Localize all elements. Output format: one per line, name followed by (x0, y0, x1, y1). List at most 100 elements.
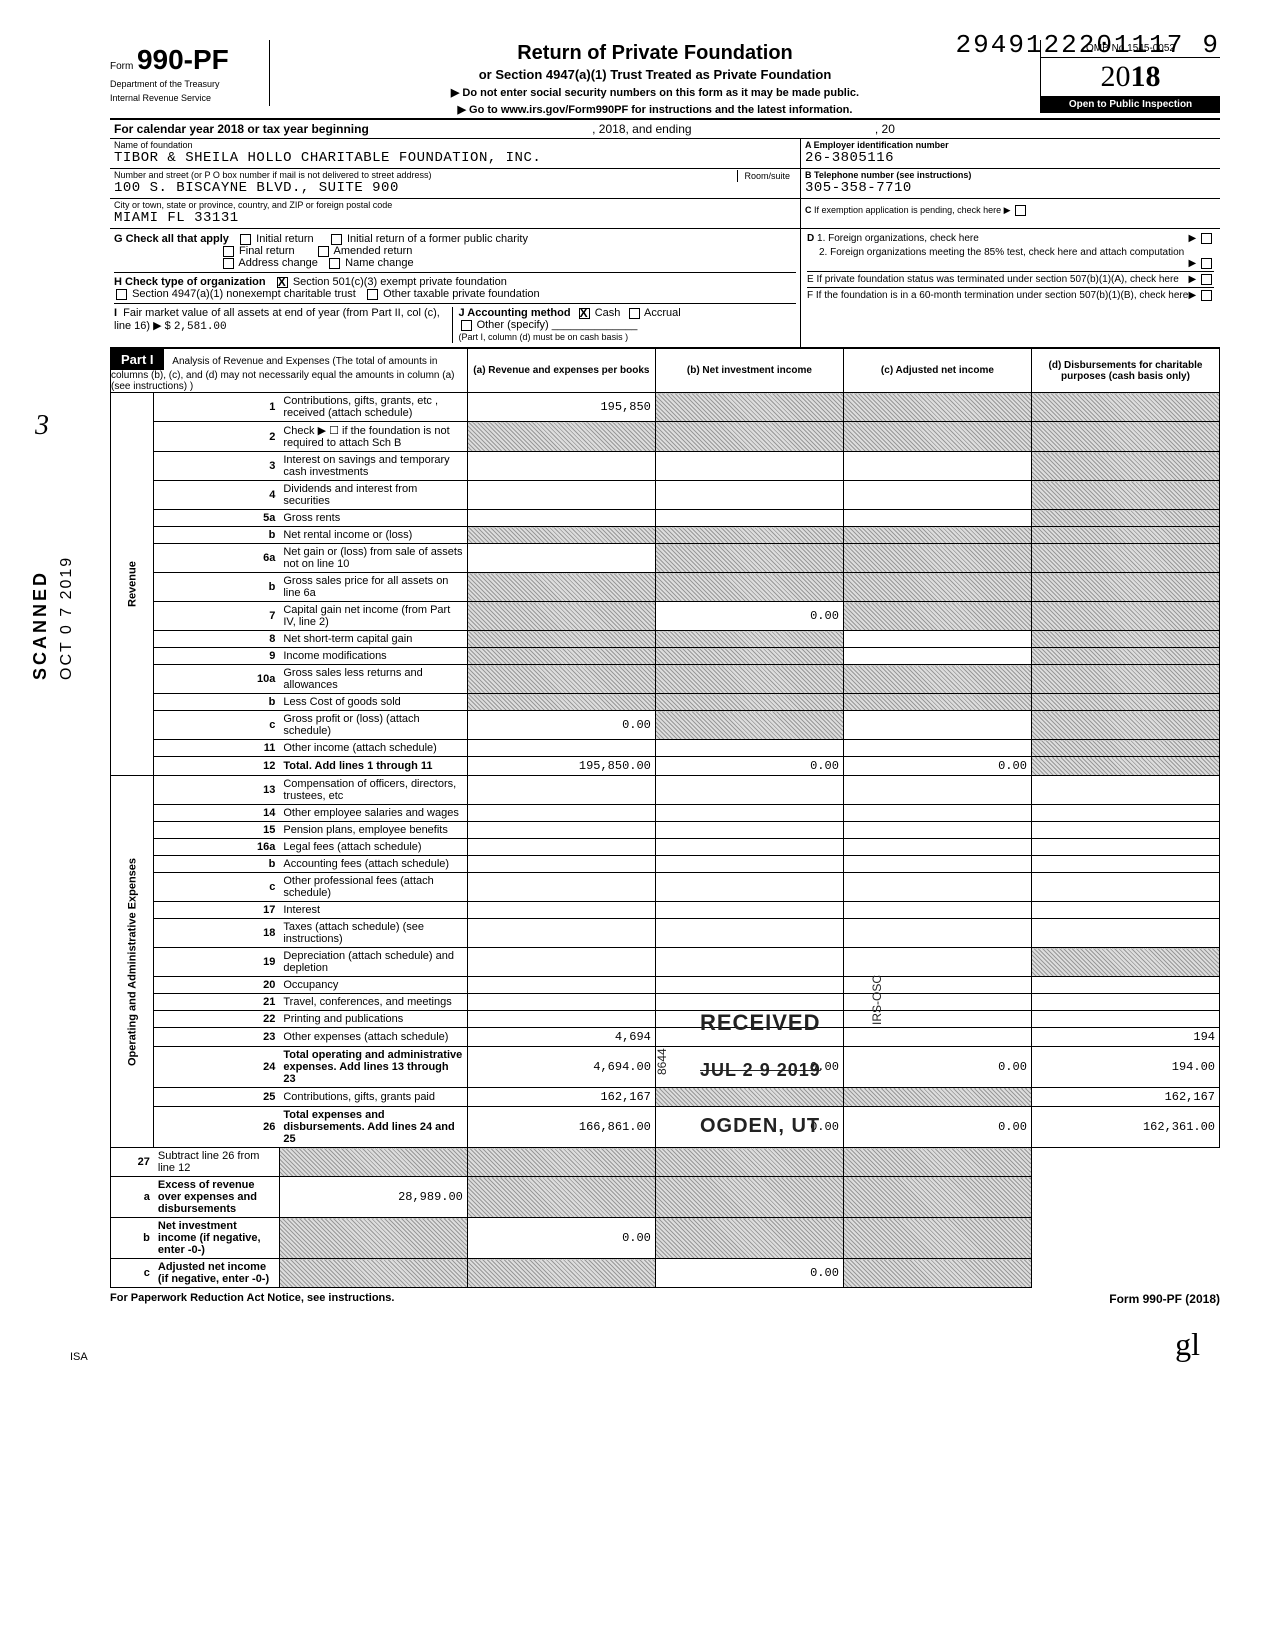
name-label: Name of foundation (110, 139, 800, 150)
table-row: 4Dividends and interest from securities (111, 481, 1220, 510)
block-g: G Check all that apply Initial return In… (114, 233, 796, 269)
city-label: City or town, state or province, country… (110, 199, 800, 210)
col-c-head: (c) Adjusted net income (843, 349, 1031, 393)
phone-label: B Telephone number (see instructions) (801, 169, 1220, 180)
revenue-vertical-label: Revenue (111, 393, 154, 776)
table-row: 5aGross rents (111, 510, 1220, 527)
dept-treasury: Department of the Treasury (110, 76, 259, 90)
form-instr-1: ▶ Do not enter social security numbers o… (280, 86, 1030, 99)
signature: gl (110, 1326, 1220, 1363)
checkbox-c[interactable] (1015, 205, 1026, 216)
chk-namechange[interactable] (329, 258, 340, 269)
addr-label: Number and street (or P O box number if … (110, 169, 800, 180)
chk-cash[interactable] (579, 308, 590, 319)
ghij-block: G Check all that apply Initial return In… (110, 229, 1220, 348)
table-row: 10aGross sales less returns and allowanc… (111, 665, 1220, 694)
ein-label: A Employer identification number (801, 139, 1220, 150)
table-row: 3Interest on savings and temporary cash … (111, 452, 1220, 481)
table-row: 9Income modifications (111, 648, 1220, 665)
page-stamp-number: 29491222011179 (956, 30, 1220, 60)
form-number: 990-PF (137, 44, 229, 75)
chk-initial-former[interactable] (331, 234, 342, 245)
footer-left: For Paperwork Reduction Act Notice, see … (110, 1292, 394, 1306)
table-row: 12Total. Add lines 1 through 11195,850.0… (111, 757, 1220, 776)
chk-accrual[interactable] (629, 308, 640, 319)
chk-amended[interactable] (318, 246, 329, 257)
table-row: 2Check ▶ ☐ if the foundation is not requ… (111, 422, 1220, 452)
table-row: aExcess of revenue over expenses and dis… (111, 1177, 1220, 1218)
chk-final[interactable] (223, 246, 234, 257)
block-d1: D 1. Foreign organizations, check here ▶ (807, 233, 1214, 244)
chk-4947[interactable] (116, 289, 127, 300)
dept-irs: Internal Revenue Service (110, 90, 259, 104)
table-row: 14Other employee salaries and wages (111, 805, 1220, 822)
tax-year: 2018 (1041, 58, 1220, 96)
col-a-head: (a) Revenue and expenses per books (467, 349, 655, 393)
block-d2: 2. Foreign organizations meeting the 85%… (807, 247, 1214, 258)
table-row: bNet investment income (if negative, ent… (111, 1218, 1220, 1259)
block-i: I Fair market value of all assets at end… (114, 303, 796, 343)
footer: For Paperwork Reduction Act Notice, see … (110, 1292, 1220, 1306)
table-row: 17Interest (111, 902, 1220, 919)
scanned-side-date: OCT 0 7 2019 (58, 556, 76, 680)
table-row: 24Total operating and administrative exp… (111, 1047, 1220, 1088)
table-row: Revenue1Contributions, gifts, grants, et… (111, 393, 1220, 422)
chk-d2[interactable] (1201, 258, 1212, 269)
table-row: 18Taxes (attach schedule) (see instructi… (111, 919, 1220, 948)
table-row: 6aNet gain or (loss) from sale of assets… (111, 544, 1220, 573)
chk-other-taxable[interactable] (367, 289, 378, 300)
chk-d1[interactable] (1201, 233, 1212, 244)
foundation-city: MIAMI FL 33131 (110, 210, 800, 228)
table-row: 8Net short-term capital gain (111, 631, 1220, 648)
table-row: bNet rental income or (loss) (111, 527, 1220, 544)
fmv-value: 2,581.00 (174, 321, 227, 333)
part1-table: Part I Analysis of Revenue and Expenses … (110, 348, 1220, 1288)
table-row: Operating and Administrative Expenses13C… (111, 776, 1220, 805)
chk-initial[interactable] (240, 234, 251, 245)
table-row: 19Depreciation (attach schedule) and dep… (111, 948, 1220, 977)
block-f: F If the foundation is in a 60-month ter… (807, 287, 1214, 301)
table-row: cOther professional fees (attach schedul… (111, 873, 1220, 902)
form-word: Form (110, 61, 133, 72)
foundation-name: TIBOR & SHEILA HOLLO CHARITABLE FOUNDATI… (110, 150, 800, 168)
table-row: 25Contributions, gifts, grants paid162,1… (111, 1088, 1220, 1107)
foundation-address: 100 S. BISCAYNE BLVD., SUITE 900 (110, 180, 800, 198)
calendar-year-row: For calendar year 2018 or tax year begin… (110, 120, 1220, 139)
chk-f[interactable] (1201, 290, 1212, 301)
table-row: 7Capital gain net income (from Part IV, … (111, 602, 1220, 631)
table-row: bAccounting fees (attach schedule) (111, 856, 1220, 873)
table-row: 22Printing and publications (111, 1011, 1220, 1028)
table-row: cGross profit or (loss) (attach schedule… (111, 711, 1220, 740)
chk-other-method[interactable] (461, 320, 472, 331)
table-row: 20Occupancy (111, 977, 1220, 994)
table-row: 16aLegal fees (attach schedule) (111, 839, 1220, 856)
chk-501c3[interactable] (277, 277, 288, 288)
room-label: Room/suite (737, 170, 796, 182)
scanned-side-label: SCANNED (30, 570, 51, 680)
table-row: bLess Cost of goods sold (111, 694, 1220, 711)
table-row: 23Other expenses (attach schedule)4,6941… (111, 1028, 1220, 1047)
col-b-head: (b) Net investment income (655, 349, 843, 393)
block-h: H Check type of organization Section 501… (114, 272, 796, 300)
part1-head: Part I (111, 349, 164, 370)
table-row: bGross sales price for all assets on lin… (111, 573, 1220, 602)
block-e: E If private foundation status was termi… (807, 271, 1214, 285)
form-title: Return of Private Foundation (280, 42, 1030, 65)
open-inspection: Open to Public Inspection (1041, 96, 1220, 113)
table-row: 27Subtract line 26 from line 12 (111, 1148, 1220, 1177)
table-row: cAdjusted net income (if negative, enter… (111, 1259, 1220, 1288)
table-row: 26Total expenses and disbursements. Add … (111, 1107, 1220, 1148)
exemption-pending: C C If exemption application is pending,… (801, 199, 1220, 222)
col-d-head: (d) Disbursements for charitable purpose… (1031, 349, 1219, 393)
chk-addrchange[interactable] (223, 258, 234, 269)
form-subtitle: or Section 4947(a)(1) Trust Treated as P… (280, 67, 1030, 82)
footer-right: Form 990-PF (2018) (1109, 1292, 1220, 1306)
table-row: 15Pension plans, employee benefits (111, 822, 1220, 839)
identity-block: Name of foundation TIBOR & SHEILA HOLLO … (110, 139, 1220, 229)
phone-value: 305-358-7710 (801, 180, 1220, 198)
ein-value: 26-3805116 (801, 150, 1220, 168)
table-row: 21Travel, conferences, and meetings (111, 994, 1220, 1011)
chk-e[interactable] (1201, 274, 1212, 285)
marginal-mark: 3 (35, 410, 49, 442)
form-instr-2: ▶ Go to www.irs.gov/Form990PF for instru… (280, 103, 1030, 116)
